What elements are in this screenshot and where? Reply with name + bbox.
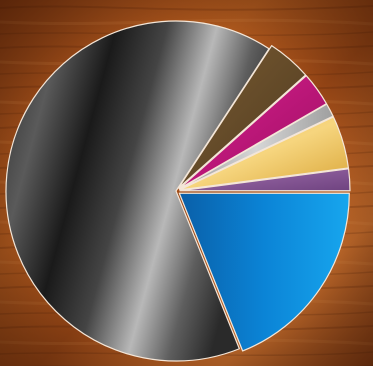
pie-slice-5 — [178, 103, 334, 190]
pie-slice-2 — [5, 20, 270, 362]
pie-slice-3 — [178, 45, 307, 189]
pie-slice-7 — [179, 168, 351, 192]
pie-slice-1 — [178, 192, 350, 352]
pie-slice-6 — [179, 116, 350, 191]
pie-slices — [5, 20, 351, 362]
